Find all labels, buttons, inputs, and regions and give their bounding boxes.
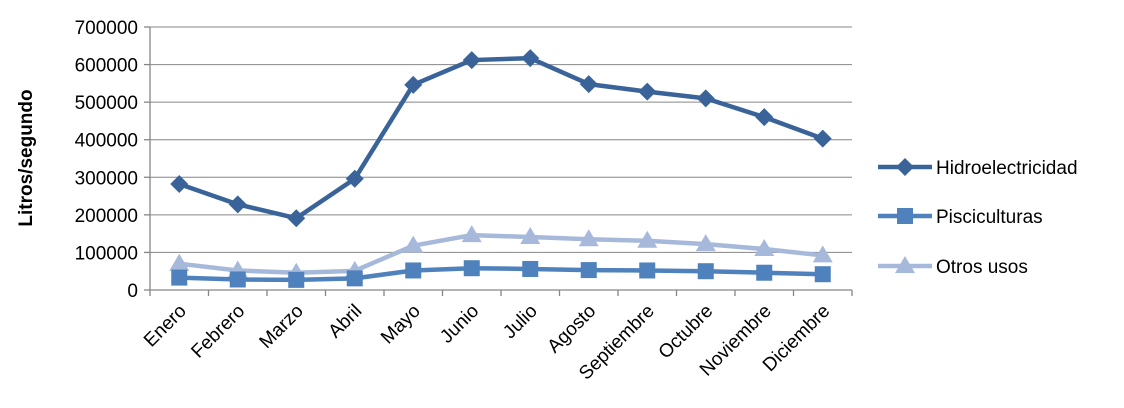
legend-label: Pisciculturas (936, 207, 1043, 228)
data-point (639, 262, 656, 279)
data-point (405, 262, 422, 279)
data-point (404, 75, 423, 94)
data-point (579, 75, 598, 94)
data-point (638, 82, 657, 101)
x-tick-label: Agosto (544, 301, 601, 358)
data-point (522, 260, 539, 277)
x-tick-label: Abril (325, 301, 367, 343)
data-point (345, 169, 364, 188)
x-tick-label: Junio (436, 301, 483, 348)
x-tick-label: Marzo (256, 301, 308, 353)
y-tick-label: 700000 (75, 18, 138, 39)
data-point (228, 195, 247, 214)
legend: Hidroelectricidad Pisciculturas Otros usos (878, 158, 1078, 278)
data-point (288, 271, 305, 288)
y-tick-label: 0 (127, 281, 138, 302)
data-point (813, 129, 832, 148)
data-point (463, 260, 480, 277)
data-point (462, 51, 481, 70)
legend-entry: Otros usos (878, 256, 1028, 278)
y-tick-label: 500000 (75, 93, 138, 114)
y-tick-label: 200000 (75, 206, 138, 227)
data-point (403, 235, 424, 253)
x-tick-label: Julio (499, 301, 541, 343)
data-point (578, 229, 599, 247)
series-hidroelectricidad (170, 49, 832, 228)
legend-label: Otros usos (936, 257, 1028, 278)
data-point (696, 89, 715, 108)
series-line (179, 265, 823, 283)
x-tick-label: Febrero (187, 301, 249, 363)
series-line (178, 232, 823, 275)
x-tick-label: Enero (140, 301, 191, 352)
series-line (178, 55, 824, 221)
data-point (346, 270, 363, 287)
data-point (170, 175, 189, 194)
y-tick-label: 100000 (75, 243, 138, 264)
x-tick-label: Mayo (377, 301, 425, 349)
series-pisciculturas (171, 260, 831, 288)
y-tick-label: 400000 (75, 131, 138, 152)
data-point (812, 245, 833, 263)
data-point (580, 262, 597, 279)
data-point (695, 234, 716, 252)
data-point (520, 227, 541, 245)
data-point (287, 209, 306, 228)
data-point (754, 239, 775, 257)
data-point (521, 49, 540, 68)
data-point (171, 269, 188, 286)
data-point (755, 108, 774, 127)
data-point (697, 263, 714, 280)
series-group (169, 49, 833, 288)
y-axis-ticks: 0 100000 200000 300000 400000 500000 600000 700… (75, 18, 150, 302)
gridlines (150, 26, 852, 253)
y-tick-label: 600000 (75, 56, 138, 77)
legend-entry: Pisciculturas (878, 207, 1043, 228)
data-point (169, 253, 190, 271)
legend-label: Hidroelectricidad (936, 158, 1078, 179)
legend-marker (897, 208, 913, 224)
y-axis-label: Litros/segundo (16, 89, 37, 226)
legend-entry: Hidroelectricidad (878, 158, 1078, 179)
legend-marker (895, 256, 915, 273)
y-tick-label: 300000 (75, 168, 138, 189)
legend-marker (896, 158, 914, 176)
data-point (637, 230, 658, 248)
data-point (229, 271, 246, 288)
data-point (756, 264, 773, 281)
data-point (461, 225, 482, 243)
data-point (814, 266, 831, 283)
